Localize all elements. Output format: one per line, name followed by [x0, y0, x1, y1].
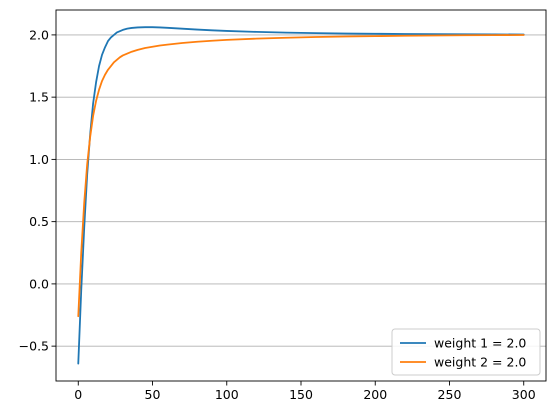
x-tick-label-0: 0: [74, 387, 82, 402]
series-line-1: [77, 26, 525, 365]
x-axis: 0 50 100 150 200 250 300: [74, 381, 536, 402]
legend-label-2: weight 2 = 2.0: [434, 355, 526, 370]
x-tick-label-1: 50: [145, 387, 161, 402]
y-tick-label-2: 0.5: [29, 214, 49, 229]
series-layer: [77, 26, 525, 365]
x-tick-label-4: 200: [363, 387, 387, 402]
x-tick-label-5: 250: [438, 387, 462, 402]
y-tick-label-5: 2.0: [29, 27, 49, 42]
y-tick-label-3: 1.0: [29, 152, 49, 167]
x-tick-label-3: 150: [289, 387, 313, 402]
x-tick-label-2: 100: [215, 387, 239, 402]
series-line-2: [77, 34, 525, 318]
legend-box: [391, 328, 541, 376]
legend: weight 1 = 2.0 weight 2 = 2.0: [391, 328, 541, 376]
x-tick-label-6: 300: [512, 387, 536, 402]
legend-label-1: weight 1 = 2.0: [434, 336, 526, 351]
y-tick-label-4: 1.5: [29, 90, 49, 105]
y-axis: −0.5 0.0 0.5 1.0 1.5 2.0: [19, 27, 56, 354]
y-tick-label-1: 0.0: [29, 276, 49, 291]
y-tick-label-0: −0.5: [19, 339, 49, 354]
